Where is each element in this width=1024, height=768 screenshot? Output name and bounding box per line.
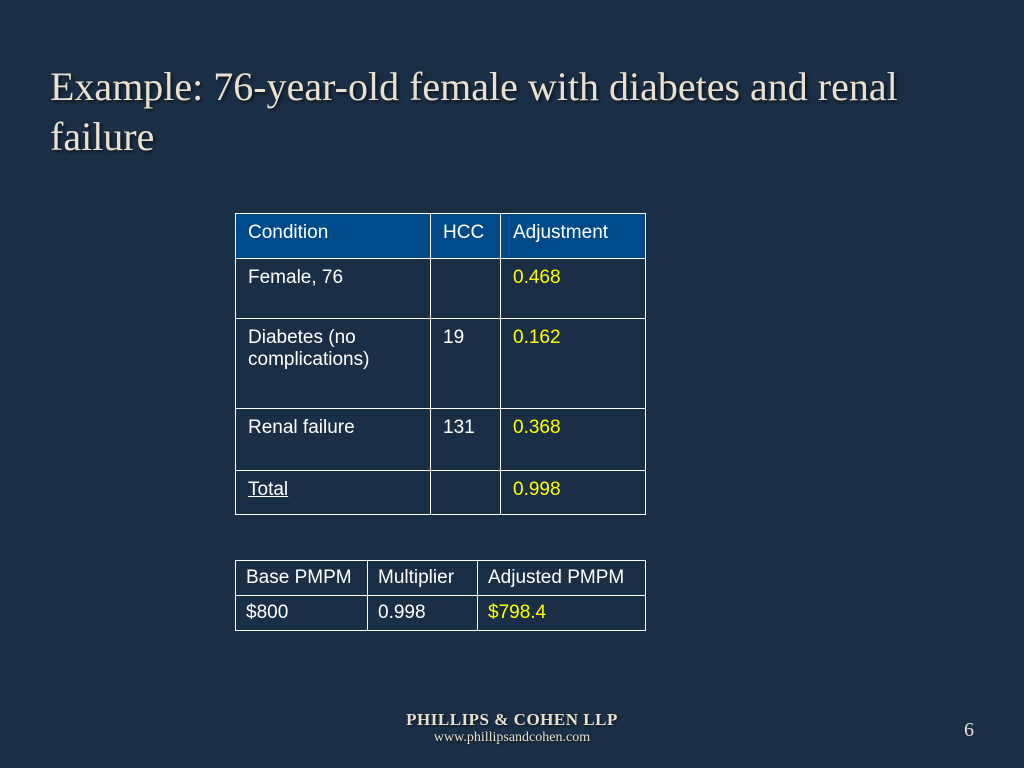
pmpm-table: Base PMPM Multiplier Adjusted PMPM $800 … [235, 560, 646, 631]
cell-base-pmpm: $800 [236, 596, 368, 631]
cell-adjustment-total: 0.998 [501, 471, 646, 515]
page-number: 6 [964, 719, 974, 742]
table-row: Diabetes (no complications) 19 0.162 [236, 319, 646, 409]
cell-condition: Female, 76 [236, 259, 431, 319]
cell-condition: Renal failure [236, 409, 431, 471]
cell-hcc [431, 471, 501, 515]
table-row-total: Total 0.998 [236, 471, 646, 515]
cell-condition-total: Total [236, 471, 431, 515]
table-header-row: Condition HCC Adjustment [236, 214, 646, 259]
header-multiplier: Multiplier [368, 561, 478, 596]
cell-multiplier: 0.998 [368, 596, 478, 631]
footer-url: www.phillipsandcohen.com [0, 730, 1024, 746]
header-base-pmpm: Base PMPM [236, 561, 368, 596]
header-condition: Condition [236, 214, 431, 259]
table-header-row: Base PMPM Multiplier Adjusted PMPM [236, 561, 646, 596]
slide-title: Example: 76-year-old female with diabete… [50, 62, 974, 162]
cell-adjustment: 0.368 [501, 409, 646, 471]
header-adjusted-pmpm: Adjusted PMPM [478, 561, 646, 596]
cell-adjusted-pmpm: $798.4 [478, 596, 646, 631]
footer: PHILLIPS & COHEN LLP www.phillipsandcohe… [0, 710, 1024, 746]
cell-hcc: 19 [431, 319, 501, 409]
table-row: Renal failure 131 0.368 [236, 409, 646, 471]
hcc-adjustment-table: Condition HCC Adjustment Female, 76 0.46… [235, 213, 646, 515]
cell-adjustment: 0.162 [501, 319, 646, 409]
cell-hcc [431, 259, 501, 319]
cell-adjustment: 0.468 [501, 259, 646, 319]
header-adjustment: Adjustment [501, 214, 646, 259]
table-row: $800 0.998 $798.4 [236, 596, 646, 631]
table-row: Female, 76 0.468 [236, 259, 646, 319]
header-hcc: HCC [431, 214, 501, 259]
cell-hcc: 131 [431, 409, 501, 471]
cell-condition: Diabetes (no complications) [236, 319, 431, 409]
footer-firm-name: PHILLIPS & COHEN LLP [0, 710, 1024, 730]
